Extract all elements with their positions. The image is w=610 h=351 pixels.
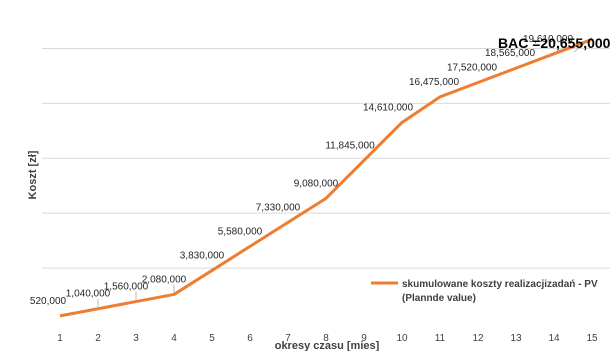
x-tick-label: 12 <box>472 333 484 344</box>
x-tick-label: 6 <box>247 333 253 344</box>
x-tick-label: 3 <box>133 333 139 344</box>
bac-annotation: BAC =20,655,000 <box>498 35 610 51</box>
legend: skumulowane koszty realizacjizadań - PV … <box>371 279 598 304</box>
legend-label-line2: (Plannde value) <box>402 293 476 304</box>
data-label: 19,610,000 <box>523 34 573 45</box>
x-tick-label: 4 <box>171 333 177 344</box>
legend-label-line1: skumulowane koszty realizacjizadań - PV <box>402 279 598 290</box>
series-layer <box>59 38 593 318</box>
x-tick-label: 11 <box>435 333 446 344</box>
data-label: 1,560,000 <box>104 282 149 293</box>
x-axis: 1 2 3 4 5 6 7 8 9 10 11 12 13 14 15 <box>57 333 598 344</box>
data-label: 5,580,000 <box>218 226 263 237</box>
x-axis-title: okresy czasu [mies] <box>275 340 380 351</box>
x-tick-label: 8 <box>323 333 329 344</box>
data-label: 520,000 <box>30 296 67 307</box>
x-tick-label: 2 <box>95 333 101 344</box>
data-label: 3,830,000 <box>180 250 225 261</box>
data-label: 11,845,000 <box>325 140 375 151</box>
x-tick-label: 13 <box>510 333 522 344</box>
data-label: 17,520,000 <box>447 62 497 73</box>
y-axis-title: Koszt [zł] <box>27 150 39 199</box>
x-tick-label: 5 <box>209 333 215 344</box>
x-tick-label: 10 <box>396 333 408 344</box>
x-tick-label: 14 <box>548 333 560 344</box>
x-tick-label: 9 <box>361 333 367 344</box>
gridlines <box>42 47 610 269</box>
annotation-leader <box>573 37 593 53</box>
data-label: 16,475,000 <box>409 77 459 88</box>
data-label: 14,610,000 <box>363 102 413 113</box>
x-tick-label: 7 <box>285 333 291 344</box>
data-label: 18,565,000 <box>485 48 535 59</box>
series-line-pv <box>59 38 593 318</box>
data-label: 1,040,000 <box>66 289 111 300</box>
data-label: 9,080,000 <box>294 178 339 189</box>
data-label: 2,080,000 <box>142 274 187 285</box>
x-tick-label: 1 <box>57 333 63 344</box>
data-label: 7,330,000 <box>256 202 301 213</box>
x-tick-label: 15 <box>586 333 598 344</box>
